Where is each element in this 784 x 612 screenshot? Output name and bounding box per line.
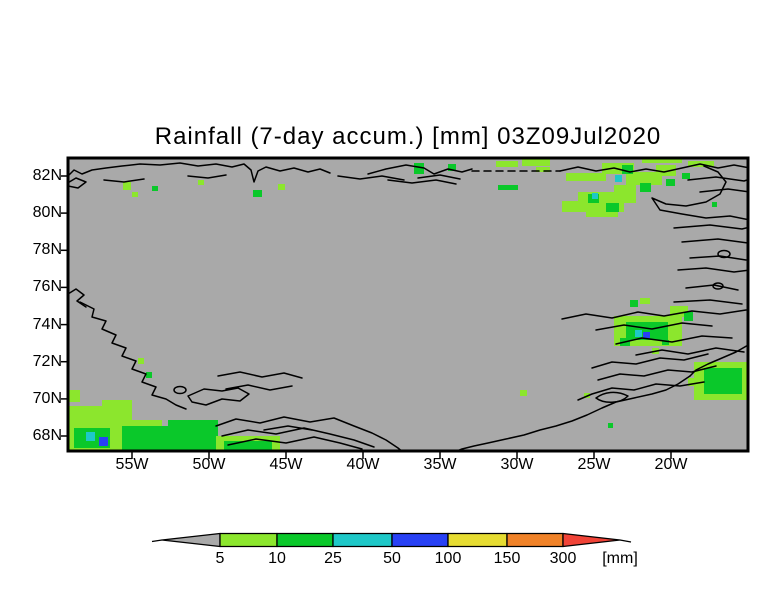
lat-tick-label: 68N — [32, 427, 62, 444]
colorbar-arrow-below-5 — [161, 532, 221, 548]
axis-ticks — [61, 175, 672, 459]
colorbar-segment-25-50 — [332, 532, 393, 548]
colorbar-arrow-above-300 — [562, 532, 621, 548]
lon-tick-label: 40W — [346, 456, 380, 473]
colorbar-segment-50-100 — [391, 532, 449, 548]
coastlines — [68, 162, 748, 451]
lon-tick-label: 30W — [500, 456, 534, 473]
colorbar-level-label: 10 — [268, 550, 286, 567]
colorbar-level-label: 300 — [549, 550, 577, 567]
colorbar-level-label: 150 — [493, 550, 521, 567]
lon-tick-label: 45W — [269, 456, 303, 473]
colorbar-segment-10-25 — [276, 532, 334, 548]
colorbar-level-label: 50 — [383, 550, 401, 567]
map-frame — [66, 156, 750, 453]
lon-tick-label: 35W — [423, 456, 457, 473]
colorbar-level-label: 5 — [215, 550, 225, 567]
plot-title: Rainfall (7-day accum.) [mm] 03Z09Jul202… — [154, 123, 662, 150]
colorbar-segment-5-10 — [219, 532, 278, 548]
lon-tick-label: 55W — [115, 456, 149, 473]
lat-tick-label: 74N — [32, 316, 62, 333]
colorbar — [151, 532, 632, 548]
lon-tick-label: 50W — [192, 456, 226, 473]
map-background — [68, 158, 748, 451]
lat-tick-label: 76N — [32, 278, 62, 295]
lat-tick-label: 70N — [32, 390, 62, 407]
colorbar-unit-label: [mm] — [602, 550, 638, 567]
colorbar-level-label: 100 — [434, 550, 462, 567]
lon-tick-label: 25W — [577, 456, 611, 473]
colorbar-level-label: 25 — [324, 550, 342, 567]
lat-tick-label: 82N — [32, 167, 62, 184]
colorbar-segment-100-150 — [447, 532, 508, 548]
colorbar-segment-150-300 — [506, 532, 564, 548]
lat-tick-label: 72N — [32, 353, 62, 370]
rainfall-patches — [68, 158, 748, 451]
lat-tick-label: 78N — [32, 241, 62, 258]
lon-tick-label: 20W — [654, 456, 688, 473]
greenland-rainfall-map — [61, 156, 750, 459]
lat-tick-label: 80N — [32, 204, 62, 221]
